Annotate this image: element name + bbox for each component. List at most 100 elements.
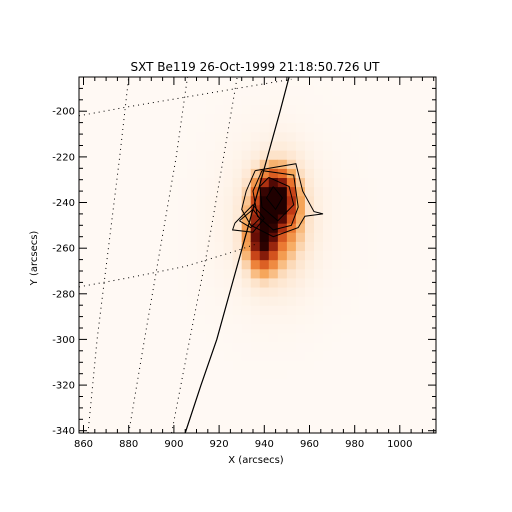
image-cell	[133, 86, 143, 96]
image-cell	[259, 250, 270, 261]
image-cell	[323, 150, 333, 160]
image-cell	[259, 232, 270, 242]
x-tick-label: 900	[164, 439, 183, 450]
image-cell	[142, 168, 152, 179]
image-cell	[160, 131, 170, 142]
image-cell	[413, 341, 424, 352]
image-cell	[205, 177, 216, 188]
image-cell	[196, 350, 207, 361]
image-cell	[341, 332, 351, 343]
image-cell	[133, 305, 143, 315]
image-cell	[88, 86, 98, 96]
image-cell	[250, 241, 261, 252]
image-cell	[413, 113, 424, 124]
image-cell	[88, 113, 98, 124]
image-cell	[332, 277, 342, 288]
image-cell	[304, 177, 315, 188]
image-cell	[97, 159, 107, 169]
image-cell	[422, 104, 433, 115]
image-cell	[241, 341, 252, 352]
image-cell	[169, 305, 180, 315]
image-cell	[142, 186, 152, 197]
image-cell	[232, 86, 243, 96]
image-cell	[205, 122, 216, 133]
image-cell	[142, 241, 152, 252]
image-cell	[250, 113, 261, 124]
image-cell	[232, 323, 243, 334]
image-cell	[286, 314, 297, 325]
image-cell	[359, 232, 369, 242]
image-cell	[268, 113, 279, 124]
image-cell	[223, 186, 234, 197]
image-cell	[250, 277, 261, 288]
image-cell	[259, 140, 270, 151]
image-cell	[422, 223, 433, 233]
image-cell	[250, 122, 261, 133]
image-cell	[250, 213, 261, 224]
image-cell	[196, 104, 207, 115]
image-cell	[187, 186, 198, 197]
image-cell	[187, 86, 198, 96]
image-cell	[214, 268, 225, 279]
image-cell	[196, 341, 207, 352]
image-cell	[142, 122, 152, 133]
image-cell	[313, 232, 324, 242]
image-cell	[341, 77, 351, 87]
image-cell	[295, 150, 306, 160]
image-cell	[151, 77, 161, 87]
image-cell	[431, 131, 437, 142]
image-cell	[250, 186, 261, 197]
image-cell	[232, 186, 243, 197]
image-cell	[404, 314, 415, 325]
image-cell	[187, 378, 198, 388]
image-cell	[304, 95, 315, 105]
image-cell	[106, 378, 116, 388]
image-cell	[259, 150, 270, 160]
image-cell	[232, 405, 243, 416]
image-cell	[241, 259, 252, 270]
image-cell	[250, 95, 261, 105]
image-cell	[368, 387, 378, 398]
image-cell	[368, 378, 378, 388]
image-cell	[259, 104, 270, 115]
image-cell	[124, 396, 134, 407]
image-cell	[332, 250, 342, 261]
image-cell	[313, 95, 324, 105]
image-cell	[124, 113, 134, 124]
image-cell	[223, 104, 234, 115]
image-cell	[268, 359, 279, 370]
image-cell	[386, 95, 396, 105]
image-cell	[106, 323, 116, 334]
image-cell	[241, 250, 252, 261]
image-cell	[214, 232, 225, 242]
image-cell	[79, 314, 89, 325]
image-cell	[431, 195, 437, 206]
image-cell	[395, 305, 405, 315]
image-cell	[332, 332, 342, 343]
image-cell	[250, 268, 261, 279]
image-cell	[286, 95, 297, 105]
image-cell	[115, 387, 125, 398]
image-cell	[169, 396, 180, 407]
image-cell	[368, 204, 378, 215]
image-cell	[115, 186, 125, 197]
image-cell	[106, 296, 116, 306]
image-cell	[151, 405, 161, 416]
image-cell	[413, 332, 424, 343]
image-cell	[323, 186, 333, 197]
image-cell	[368, 195, 378, 206]
image-cell	[106, 277, 116, 288]
image-cell	[313, 168, 324, 179]
image-cell	[295, 232, 306, 242]
image-cell	[97, 396, 107, 407]
image-cell	[160, 396, 170, 407]
image-cell	[241, 77, 252, 87]
image-cell	[323, 387, 333, 398]
image-cell	[241, 387, 252, 398]
image-cell	[133, 277, 143, 288]
image-cell	[323, 177, 333, 188]
image-cell	[268, 86, 279, 96]
image-cell	[368, 369, 378, 379]
image-cell	[187, 286, 198, 297]
image-cell	[422, 305, 433, 315]
